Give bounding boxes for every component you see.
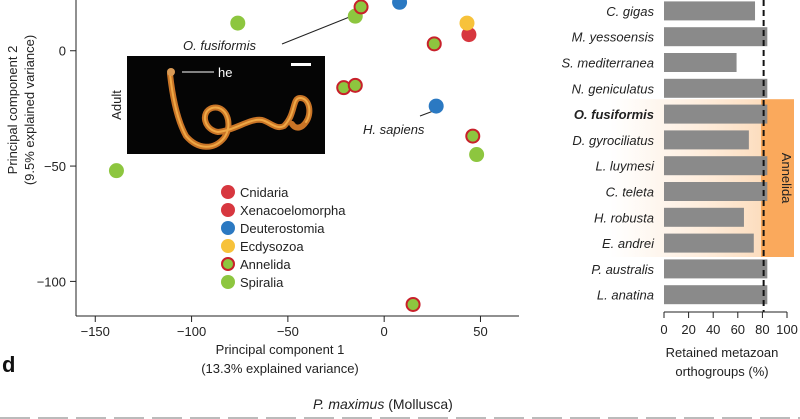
bar-category-label: S. mediterranea [562,56,655,71]
legend-label: Annelida [240,257,291,272]
scatter-point-annelida [465,128,481,144]
bar [664,182,768,201]
bar-x-tick-label: 20 [681,322,695,337]
bar [664,285,768,305]
bar [664,156,768,176]
legend-label: Ecdysozoa [240,239,304,254]
legend-swatch [221,203,235,217]
worm-highlight-shape [169,73,311,148]
scatter-point-annelida [426,36,442,52]
bar-x-tick-label: 60 [731,322,745,337]
bar-category-label: M. yessoensis [572,30,655,45]
scatter-y-tick-label: −50 [44,159,66,174]
bar-category-label: H. robusta [594,210,654,225]
scatter-x-label-line2: (13.3% explained variance) [201,361,359,376]
pca-scatter-plot: −150 −100 −50 0 50 0 −50 −100 Principal compone… [5,0,519,376]
scatter-y-tick-label: −100 [37,274,66,289]
legend-swatch [221,239,235,253]
scatter-point-annelida [405,296,421,312]
bar [664,233,754,253]
annelida-bracket-label: Annelida [779,153,794,204]
bar-category-label: L. luymesi [595,159,655,174]
orthogroup-bar-chart: C. gigas M. yessoensis S. mediterranea N. g… [562,0,798,379]
scale-bar [291,63,311,66]
scatter-x-label-line1: Principal component 1 [216,342,345,357]
bar [664,259,768,279]
bar-x-tick-label: 80 [755,322,769,337]
scatter-x-tick-label: −50 [277,324,299,339]
scatter-point-deuterostomia [392,0,408,10]
legend-swatch [221,257,235,271]
scatter-point-cnidaria [461,27,477,43]
legend-label: Xenacoelomorpha [240,203,346,218]
adult-worm-inset: he Adult [109,56,325,154]
legend-swatch [221,275,235,289]
bar-category-label: C. teleta [606,185,654,200]
bar-category-label: C. gigas [606,4,654,19]
hsapiens-annotation: H. sapiens [363,122,425,137]
legend-label: Cnidaria [240,185,289,200]
bar-x-label-line1: Retained metazoan [666,345,779,360]
scatter-y-label-line1: Principal component 2 [5,46,20,175]
bar-category-label: P. australis [591,262,654,277]
bottom-caption: P. maximus (Mollusca) [313,396,453,412]
bar [664,1,756,21]
bar [664,78,768,98]
scatter-point-ecdysozoa [459,15,475,31]
scatter-point-spiralia [469,147,485,163]
legend-label: Spiralia [240,275,284,290]
bar [664,53,737,72]
bar [664,207,744,227]
scatter-y-label-line2: (9.5% explained variance) [22,35,37,185]
caption-group: (Mollusca) [384,396,452,412]
bar-x-tick-label: 100 [776,322,798,337]
bar-x-tick-label: 0 [660,322,667,337]
adult-label: Adult [109,90,124,120]
caption-species: P. maximus [313,396,384,412]
bar-x-tick-label: 40 [706,322,720,337]
worm-head-shape [167,68,175,76]
legend-swatch [221,185,235,199]
annelida-bracket-fade [610,99,761,257]
scatter-y-tick-label: 0 [59,44,66,59]
scatter-point-annelida [353,0,369,15]
scatter-x-tick-label: 0 [381,324,388,339]
scatter-x-tick-label: −100 [177,324,206,339]
bar-category-label: O. fusiformis [574,107,654,122]
bar [664,27,768,47]
legend-swatch [221,221,235,235]
bar-category-label: E. andrei [602,236,655,251]
ofusiformis-annotation: O. fusiformis [183,38,256,53]
bar-x-label-line2: orthogroups (%) [675,364,768,379]
bar [664,104,768,124]
scatter-point-annelida [347,77,363,93]
scatter-point-deuterostomia [428,98,444,114]
annelida-bracket-band [761,99,794,257]
legend-label: Deuterostomia [240,221,325,236]
scatter-point-spiralia [230,15,246,31]
bar-category-label: D. gyrociliatus [572,133,654,148]
scatter-x-tick-label: −150 [81,324,110,339]
panel-letter: d [2,352,15,377]
bar-category-label: N. geniculatus [572,81,655,96]
he-label: he [218,65,232,80]
bar-category-label: L. anatina [597,288,654,303]
scatter-x-tick-label: 50 [473,324,487,339]
bar [664,130,749,150]
scatter-point-spiralia [108,163,124,179]
